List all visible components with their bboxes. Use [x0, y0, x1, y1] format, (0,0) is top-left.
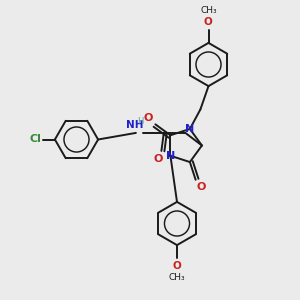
Text: N: N — [166, 151, 175, 161]
Text: CH₃: CH₃ — [200, 6, 217, 15]
Text: Cl: Cl — [29, 134, 41, 145]
Text: O: O — [154, 154, 163, 164]
Text: NH: NH — [126, 120, 143, 130]
Text: N: N — [185, 124, 194, 134]
Text: CH₃: CH₃ — [169, 273, 185, 282]
Text: O: O — [203, 17, 212, 27]
Text: O: O — [196, 182, 206, 192]
Text: O: O — [143, 113, 152, 123]
Text: O: O — [172, 261, 182, 271]
Text: H: H — [137, 117, 144, 126]
